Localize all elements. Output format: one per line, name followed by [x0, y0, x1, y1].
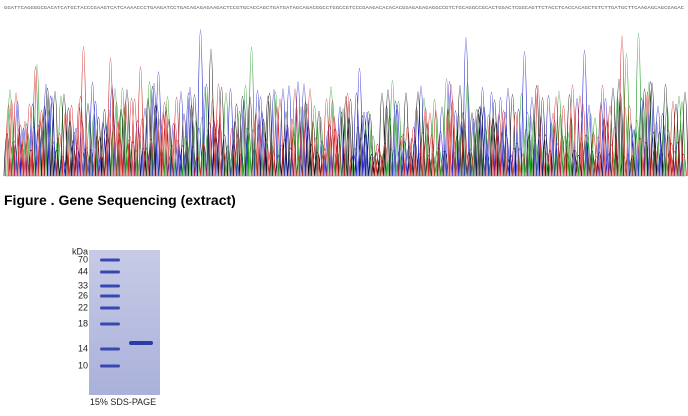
- caption: Figure . Gene Sequencing (extract): [4, 192, 236, 208]
- marker-label: 33: [78, 280, 88, 290]
- gel-label: 15% SDS-PAGE: [90, 397, 156, 407]
- marker-label: 18: [78, 318, 88, 328]
- ladder-band: [100, 347, 120, 351]
- marker-label: 70: [78, 254, 88, 264]
- marker-label: 14: [78, 343, 88, 353]
- chromatogram: [3, 29, 688, 177]
- marker-label: 44: [78, 266, 88, 276]
- trace: [5, 35, 687, 177]
- unit-label: kDa: [72, 246, 88, 256]
- ladder-band: [100, 270, 120, 274]
- ladder-band: [100, 306, 120, 310]
- marker-label: 26: [78, 290, 88, 300]
- ladder-band: [100, 364, 120, 368]
- ladder-band: [100, 322, 120, 326]
- marker-label: 22: [78, 302, 88, 312]
- marker-label: 10: [78, 360, 88, 370]
- ladder-band: [100, 294, 120, 298]
- gel: [89, 250, 160, 395]
- sequence: GGATTCAGGGGCGACATCATGCTACCCGAAGTCATCAAAA…: [4, 7, 685, 11]
- sample-band: [129, 341, 153, 345]
- trace: [14, 29, 681, 177]
- ladder-band: [100, 284, 120, 288]
- ladder-band: [100, 258, 120, 262]
